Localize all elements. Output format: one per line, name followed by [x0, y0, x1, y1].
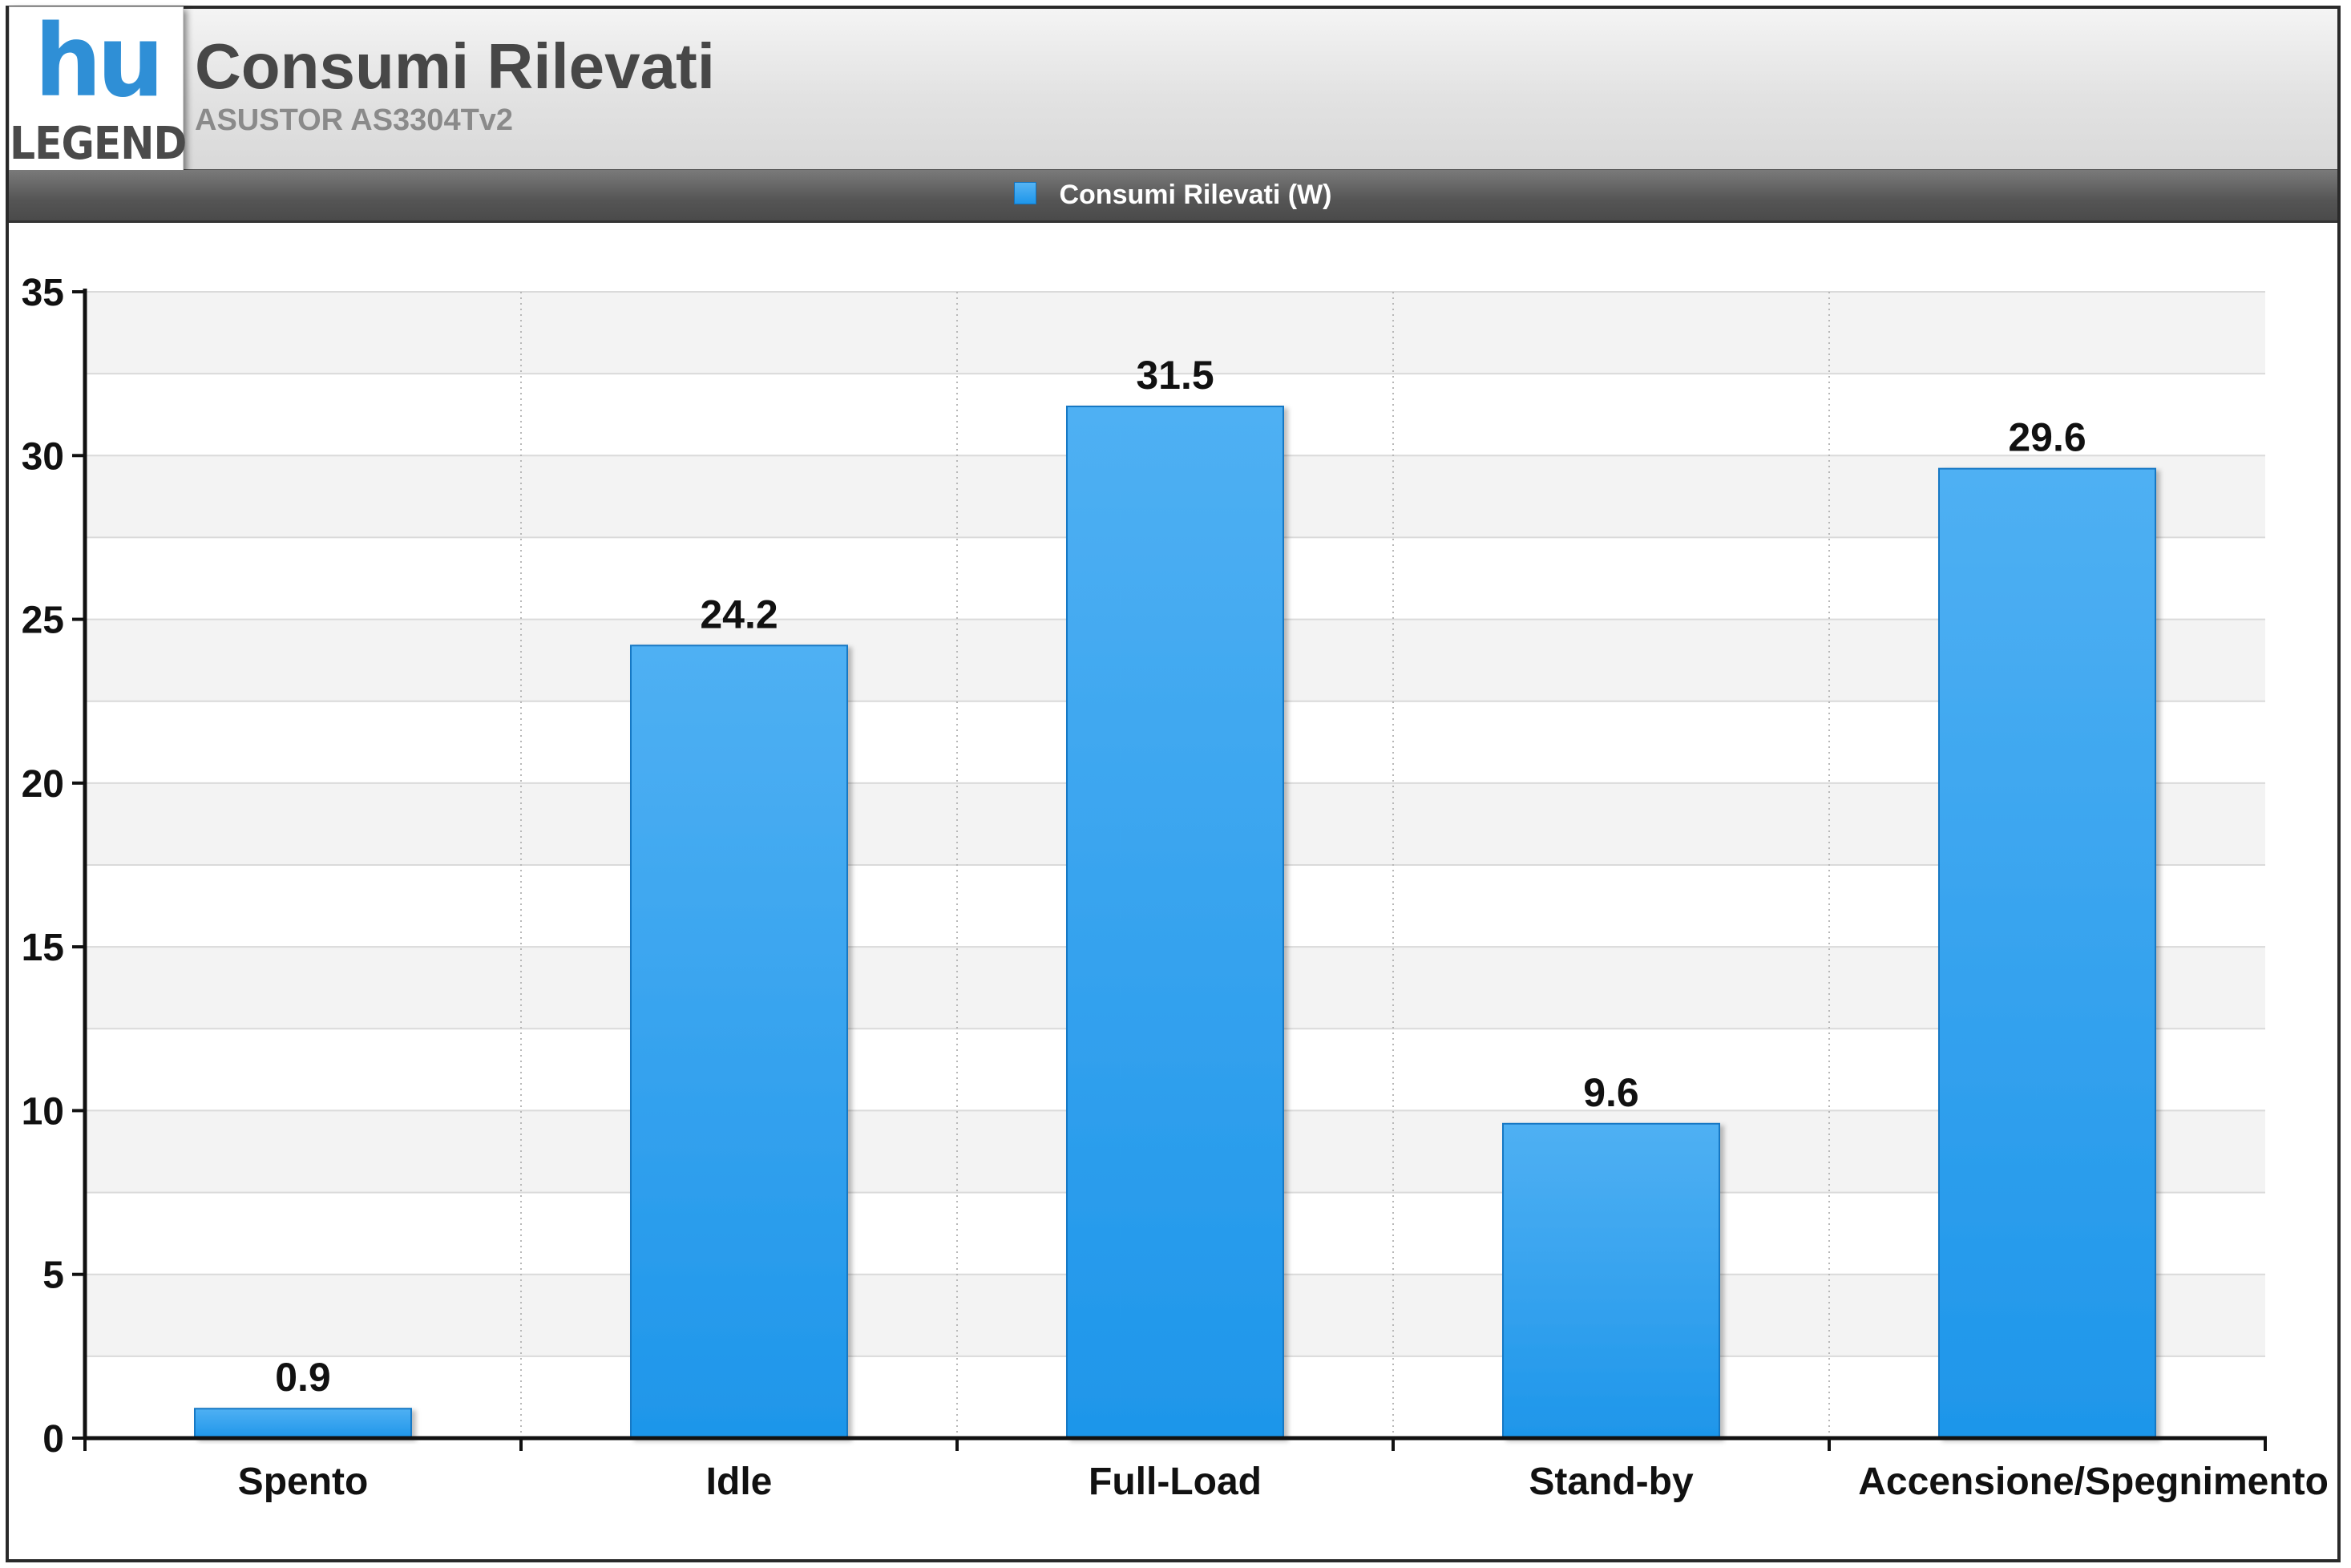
bar-value-label: 0.9: [275, 1355, 331, 1400]
x-tick-label: Full-Load: [1089, 1461, 1262, 1503]
plot-labels: 0.9 24.2 31.5 9.6 29.6 0 5 10 15 20 25 30 35 Spento Id…: [22, 272, 2329, 1503]
legend-label: Consumi Rilevati (W): [1059, 180, 1332, 210]
grid-band: [85, 292, 2265, 374]
bar-accensione-spegnimento[interactable]: [1938, 467, 2156, 1440]
x-tick-label: Stand-by: [1529, 1461, 1694, 1503]
y-tick-label: 30: [22, 435, 64, 478]
y-tick-label: 20: [22, 763, 64, 806]
logo-letters: hu: [34, 2, 164, 119]
bar-full-load[interactable]: [1066, 406, 1284, 1439]
bar-stand-by[interactable]: [1502, 1122, 1720, 1440]
bar-spento[interactable]: [194, 1408, 412, 1439]
y-tick-label: 25: [22, 600, 64, 642]
y-tick-label: 10: [22, 1090, 64, 1133]
y-tick-label: 5: [42, 1255, 64, 1297]
y-tick-label: 35: [22, 272, 64, 314]
bar-value-label: 24.2: [700, 592, 778, 636]
y-tick-label: 0: [42, 1418, 64, 1461]
chart-title: Consumi Rilevati: [195, 30, 716, 102]
x-tick-label: Spento: [238, 1461, 369, 1503]
plot-bars: [194, 406, 2156, 1440]
chart-header: [9, 9, 2337, 172]
x-tick-label: Accensione/Spegnimento: [1858, 1461, 2329, 1503]
bar-value-label: 29.6: [2008, 415, 2086, 460]
legend-swatch: [1014, 181, 1037, 204]
logo-word: LEGEND: [10, 118, 187, 170]
legend-item[interactable]: Consumi Rilevati (W): [9, 170, 2337, 220]
bar-value-label: 31.5: [1136, 353, 1214, 398]
bar-value-label: 9.6: [1583, 1070, 1639, 1115]
plot-axes: [72, 289, 2267, 1451]
bar-idle[interactable]: [630, 645, 848, 1439]
chart-subtitle: ASUSTOR AS3304Tv2: [195, 103, 514, 137]
y-tick-label: 15: [22, 927, 64, 969]
x-tick-label: Idle: [706, 1461, 773, 1503]
hwlegend-logo: hu LEGEND: [9, 2, 187, 181]
legend-bar: Consumi Rilevati (W): [9, 170, 2337, 223]
